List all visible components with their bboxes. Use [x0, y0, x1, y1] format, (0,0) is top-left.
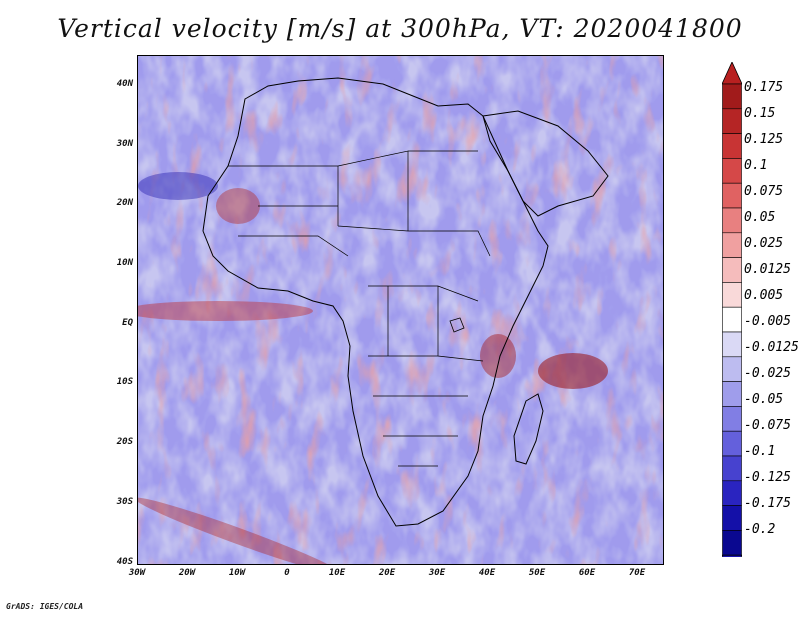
sahara-updraft	[216, 188, 260, 224]
colorbar-label: 0.1	[744, 158, 768, 173]
x-tick-label: 30W	[128, 568, 146, 578]
plot-title: Vertical velocity [m/s] at 300hPa, VT: 2…	[57, 14, 743, 43]
colorbar-segment	[722, 108, 742, 134]
colorbar-segment	[722, 455, 742, 482]
velocity-field	[138, 56, 663, 564]
colorbar-label: -0.025	[744, 366, 791, 381]
y-tick-label: 40N	[116, 79, 133, 89]
east-africa-updraft	[480, 334, 516, 378]
colorbar-label: 0.175	[744, 80, 784, 95]
colorbar-label: 0.125	[744, 132, 784, 147]
africa-coastline	[202, 77, 549, 527]
indian-ocean-updraft	[538, 353, 608, 389]
colorbar-label: 0.05	[744, 210, 776, 225]
colorbar-label: 0.15	[744, 106, 776, 121]
x-tick-label: 40E	[478, 568, 496, 578]
colorbar-segment	[722, 356, 742, 382]
colorbar-segment	[722, 257, 742, 283]
lake-victoria	[449, 317, 465, 333]
x-tick-label: 60E	[578, 568, 596, 578]
x-tick-label: 70E	[628, 568, 646, 578]
colorbar-label: -0.125	[744, 470, 791, 485]
credit-text: GrADS: IGES/COLA	[6, 602, 84, 611]
y-tick-label: 30S	[116, 497, 133, 507]
itcz-band	[138, 301, 313, 321]
colorbar-segment	[722, 480, 742, 506]
colorbar-segment	[722, 530, 742, 556]
colorbar-segment	[722, 505, 742, 531]
southern-jet-band	[138, 497, 342, 564]
colorbar-label: -0.075	[744, 418, 791, 433]
map-panel	[137, 55, 664, 565]
colorbar-segment	[722, 133, 742, 159]
x-tick-label: 50E	[528, 568, 546, 578]
x-tick-label: 30E	[428, 568, 446, 578]
colorbar-label: 0.075	[744, 184, 784, 199]
colorbar-high-arrow	[722, 62, 742, 85]
colorbar-label: -0.0125	[744, 340, 799, 355]
colorbar-segment	[722, 158, 742, 184]
colorbar-low-arrow	[722, 554, 742, 557]
colorbar-segment	[722, 430, 742, 457]
colorbar	[722, 62, 742, 557]
atlantic-downdraft	[138, 172, 218, 200]
colorbar-segment	[722, 282, 742, 308]
x-tick-label: 20W	[178, 568, 196, 578]
y-tick-label: 20N	[116, 198, 133, 208]
colorbar-label: -0.05	[744, 392, 784, 407]
colorbar-segment	[722, 306, 742, 333]
colorbar-segment	[722, 83, 742, 110]
country-borders	[228, 150, 491, 467]
y-tick-label: 20S	[116, 437, 133, 447]
colorbar-label: 0.005	[744, 288, 784, 303]
colorbar-label: 0.025	[744, 236, 784, 251]
x-tick-label: 20E	[378, 568, 396, 578]
colorbar-segment	[722, 207, 742, 234]
arabia-outline	[482, 110, 609, 217]
madagascar-outline	[513, 393, 544, 465]
x-tick-label: 0	[284, 568, 290, 578]
x-tick-label: 10W	[228, 568, 246, 578]
colorbar-segment	[722, 406, 742, 432]
colorbar-segment	[722, 331, 742, 358]
colorbar-label: -0.005	[744, 314, 791, 329]
colorbar-segment	[722, 182, 742, 209]
colorbar-segment	[722, 232, 742, 258]
y-tick-label: 10N	[116, 258, 133, 268]
colorbar-label: 0.0125	[744, 262, 791, 277]
colorbar-segment	[722, 381, 742, 407]
y-tick-label: 40S	[116, 557, 133, 567]
colorbar-label: -0.175	[744, 496, 791, 511]
x-tick-label: 10E	[328, 568, 346, 578]
y-tick-label: EQ	[122, 318, 133, 328]
y-tick-label: 10S	[116, 377, 133, 387]
colorbar-label: -0.2	[744, 522, 776, 537]
y-tick-label: 30N	[116, 139, 133, 149]
colorbar-label: -0.1	[744, 444, 776, 459]
